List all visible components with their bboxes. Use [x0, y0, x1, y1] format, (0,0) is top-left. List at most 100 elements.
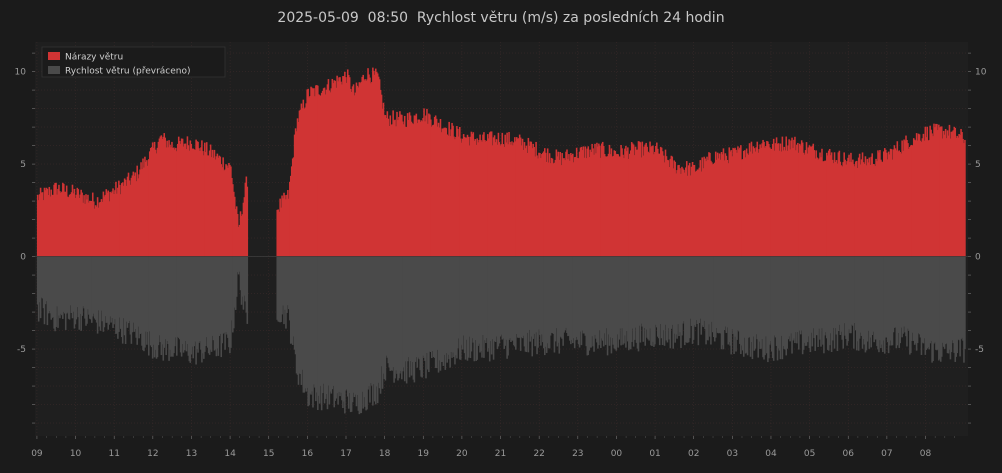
gust-bar	[425, 115, 427, 257]
gust-bar	[878, 152, 880, 257]
gust-bar	[194, 149, 196, 257]
speed-bar	[877, 256, 879, 350]
speed-bar	[611, 256, 614, 339]
gust-bar	[93, 208, 96, 257]
speed-bar	[530, 256, 533, 337]
speed-bar	[893, 256, 896, 328]
speed-bar	[293, 256, 296, 350]
gust-bar	[528, 145, 531, 257]
speed-bar	[79, 256, 81, 314]
gust-bar	[655, 145, 657, 257]
gust-bar	[870, 156, 873, 257]
gust-bar	[360, 81, 363, 257]
speed-bar	[884, 256, 887, 338]
gust-bar	[130, 177, 133, 257]
x-tick-label: 02	[688, 449, 699, 459]
gust-bar	[821, 148, 823, 257]
speed-bar	[736, 256, 738, 340]
speed-bar	[187, 256, 190, 356]
speed-bar	[782, 256, 785, 347]
gust-bar	[374, 68, 377, 257]
gust-bar	[923, 140, 926, 257]
y-tick-label-left: 10	[15, 68, 27, 78]
gust-bar	[79, 194, 81, 257]
gust-bar	[180, 138, 183, 257]
speed-bar	[674, 256, 676, 343]
gust-bar	[100, 199, 103, 257]
speed-bar	[873, 256, 875, 343]
speed-bar	[366, 256, 368, 410]
speed-bar	[628, 256, 630, 351]
speed-bar	[759, 256, 761, 349]
speed-bar	[857, 256, 860, 351]
speed-bar	[634, 256, 637, 328]
gust-bar	[664, 149, 667, 257]
gust-bar	[696, 169, 699, 257]
speed-bar	[392, 256, 394, 368]
speed-bar	[580, 256, 583, 346]
speed-bar	[317, 256, 319, 411]
gust-bar	[576, 157, 579, 257]
speed-bar	[195, 256, 197, 365]
speed-bar	[936, 256, 938, 351]
gust-bar	[496, 144, 499, 257]
gust-bar	[860, 159, 863, 257]
speed-bar	[719, 256, 722, 334]
speed-bar	[194, 256, 196, 342]
speed-bar	[519, 256, 522, 351]
gust-bar	[704, 158, 706, 257]
speed-bar	[585, 256, 588, 347]
gust-bar	[446, 134, 449, 257]
gust-bar	[80, 189, 82, 257]
speed-bar	[678, 256, 680, 337]
speed-bar	[515, 256, 517, 350]
speed-bar	[654, 256, 656, 345]
gust-bar	[554, 159, 557, 257]
speed-bar	[221, 256, 223, 344]
gust-bar	[115, 181, 117, 257]
gust-bar	[938, 124, 940, 257]
gust-bar	[599, 145, 601, 257]
speed-bar	[706, 256, 708, 340]
gust-bar	[619, 156, 621, 257]
gust-bar	[714, 151, 717, 257]
gust-bar	[54, 182, 56, 257]
series-layer	[36, 67, 966, 415]
gust-bar	[219, 156, 222, 257]
gust-bar	[410, 121, 413, 257]
gust-bar	[170, 147, 172, 257]
x-tick-label: 17	[340, 449, 351, 459]
speed-bar	[72, 256, 75, 312]
speed-bar	[648, 256, 650, 341]
speed-bar	[324, 256, 327, 399]
gust-bar	[150, 147, 153, 257]
speed-bar	[167, 256, 169, 345]
gust-bar	[441, 128, 444, 257]
gust-bar	[119, 194, 122, 257]
speed-bar	[711, 256, 713, 322]
speed-bar	[431, 256, 434, 352]
gust-bar	[889, 148, 892, 257]
gust-bar	[311, 87, 313, 257]
gust-bar	[705, 161, 707, 257]
gust-bar	[877, 150, 879, 257]
x-tick-label: 05	[804, 449, 815, 459]
speed-bar	[38, 256, 41, 303]
speed-bar	[953, 256, 956, 353]
speed-bar	[583, 256, 586, 334]
speed-bar	[82, 256, 84, 307]
speed-bar	[544, 256, 547, 347]
gust-bar	[893, 145, 896, 257]
speed-bar	[479, 256, 481, 353]
speed-bar	[644, 256, 647, 346]
speed-bar	[407, 256, 410, 358]
gust-bar	[646, 146, 648, 257]
gust-bar	[55, 182, 57, 257]
gust-bar	[732, 147, 734, 257]
gust-bar	[871, 153, 873, 257]
gust-bar	[908, 148, 910, 257]
x-tick-label: 14	[224, 449, 236, 459]
speed-bar	[486, 256, 488, 339]
speed-bar	[501, 256, 504, 340]
speed-bar	[754, 256, 757, 349]
